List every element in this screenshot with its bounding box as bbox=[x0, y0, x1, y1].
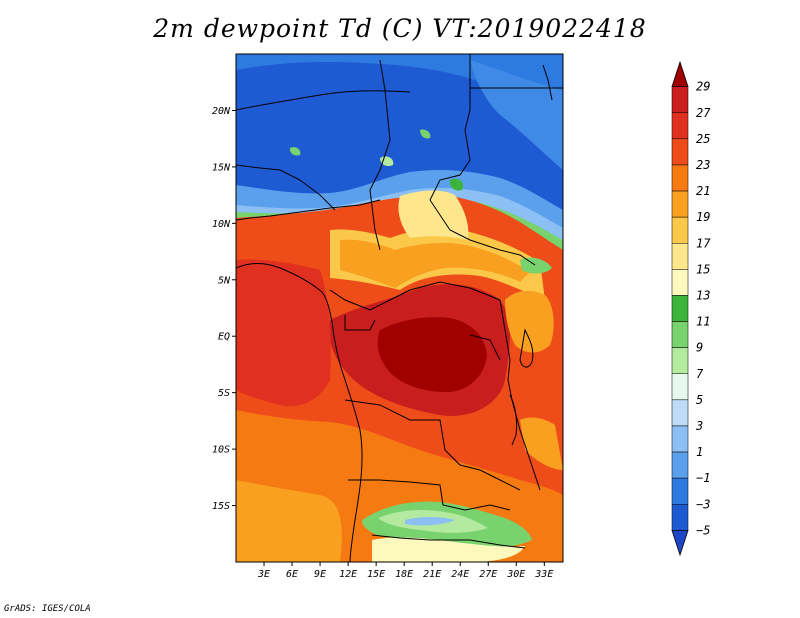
lon-axis: 3E 6E 9E 12E 15E 18E 21E 24E 27E 30E 33E bbox=[257, 562, 553, 580]
colorbar-swatch bbox=[671, 269, 689, 296]
lon-tick-label: 12E bbox=[339, 569, 357, 580]
colorbar-swatch bbox=[671, 373, 689, 401]
lon-tick-label: 21E bbox=[423, 569, 441, 580]
map-title: 2m dewpoint Td (C) VT:2019022418 bbox=[153, 14, 647, 43]
colorbar: 29 27 25 23 21 19 17 15 13 11 9 7 5 3 1 −1 −3 −5 bbox=[671, 60, 711, 557]
lon-tick-label: 18E bbox=[395, 569, 413, 580]
colorbar-level-label: 3 bbox=[695, 419, 703, 433]
colorbar-swatch bbox=[671, 321, 689, 348]
colorbar-level-label: 1 bbox=[696, 445, 703, 459]
colorbar-swatch bbox=[671, 347, 689, 374]
colorbar-swatch bbox=[671, 243, 689, 270]
lat-tick-label: 15N bbox=[212, 162, 231, 173]
colorbar-level-label: 17 bbox=[696, 236, 711, 250]
lon-tick-label: 3E bbox=[257, 569, 270, 580]
map-frame bbox=[235, 53, 564, 563]
lat-tick-label: 20N bbox=[212, 106, 231, 117]
colorbar-level-label: 29 bbox=[696, 80, 710, 94]
colorbar-level-label: 23 bbox=[696, 158, 710, 172]
colorbar-swatch bbox=[671, 164, 689, 192]
colorbar-swatch bbox=[671, 138, 689, 166]
colorbar-swatch bbox=[671, 216, 689, 244]
colorbar-level-label: 21 bbox=[696, 184, 710, 198]
lon-tick-label: 6E bbox=[286, 569, 298, 580]
colorbar-level-label: 19 bbox=[696, 210, 710, 224]
colorbar-swatch bbox=[671, 190, 689, 218]
lat-tick-label: 5S bbox=[218, 388, 230, 399]
colorbar-top-arrow bbox=[671, 60, 689, 88]
colorbar-level-label: 7 bbox=[696, 367, 704, 381]
colorbar-swatch bbox=[671, 86, 689, 114]
lon-tick-label: 27E bbox=[479, 569, 497, 580]
lon-tick-label: 33E bbox=[534, 569, 553, 580]
colorbar-swatch bbox=[671, 477, 689, 505]
colorbar-level-label: 13 bbox=[696, 288, 710, 302]
lon-tick-label: 9E bbox=[314, 569, 326, 580]
lat-tick-label: 10N bbox=[212, 219, 231, 230]
colorbar-swatch bbox=[671, 399, 689, 427]
colorbar-swatch bbox=[671, 295, 689, 322]
colorbar-level-label: 25 bbox=[696, 132, 710, 146]
colorbar-level-label: 11 bbox=[696, 315, 710, 329]
lat-axis: 20N 15N 10N 5N EQ 5S 10S 15S bbox=[212, 106, 236, 512]
colorbar-swatch bbox=[671, 425, 689, 453]
colorbar-swatch bbox=[671, 451, 689, 479]
borders bbox=[236, 54, 563, 562]
colorbar-swatch bbox=[671, 504, 689, 531]
lat-tick-label: EQ bbox=[218, 332, 230, 343]
lon-tick-label: 24E bbox=[451, 569, 469, 580]
lat-tick-label: 15S bbox=[212, 501, 230, 512]
grads-credit: GrADS: IGES/COLA bbox=[4, 604, 91, 614]
colorbar-level-label: −5 bbox=[696, 523, 710, 537]
colorbar-swatch bbox=[671, 112, 689, 140]
colorbar-level-label: 5 bbox=[696, 393, 703, 407]
colorbar-level-label: 27 bbox=[696, 106, 711, 120]
colorbar-level-label: 15 bbox=[696, 262, 710, 276]
colorbar-level-label: 9 bbox=[696, 341, 703, 355]
lat-tick-label: 10S bbox=[212, 445, 230, 456]
lat-tick-label: 5N bbox=[218, 275, 231, 286]
colorbar-level-label: −3 bbox=[696, 497, 710, 511]
colorbar-level-label: −1 bbox=[696, 471, 710, 485]
lon-tick-label: 15E bbox=[367, 569, 385, 580]
lon-tick-label: 30E bbox=[506, 569, 525, 580]
colorbar-bottom-arrow bbox=[671, 529, 689, 557]
dewpoint-field bbox=[236, 54, 563, 562]
